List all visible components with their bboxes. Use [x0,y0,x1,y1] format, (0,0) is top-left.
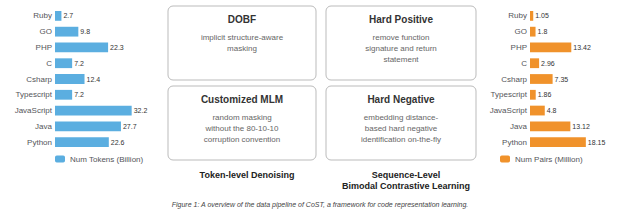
svg-text:JavaScript: JavaScript [15,106,53,115]
svg-text:7.2: 7.2 [74,91,84,98]
svg-text:JavaScript: JavaScript [490,106,528,115]
svg-text:embedding distance-: embedding distance- [364,113,439,122]
svg-text:32.2: 32.2 [134,107,148,114]
svg-text:Python: Python [502,138,527,147]
svg-text:masking: masking [227,44,257,53]
svg-text:corruption convention: corruption convention [204,135,281,144]
svg-text:random masking: random masking [212,113,271,122]
svg-text:2.7: 2.7 [63,12,73,19]
svg-text:statement: statement [383,55,419,64]
svg-text:based hard negative: based hard negative [365,124,438,133]
svg-text:PHP: PHP [36,43,52,52]
svg-text:9.8: 9.8 [80,28,90,35]
svg-text:identification on-the-fly: identification on-the-fly [361,135,441,144]
svg-text:Num Tokens (Billion): Num Tokens (Billion) [70,155,144,164]
svg-text:C: C [521,59,527,68]
svg-text:Token-level Denoising: Token-level Denoising [200,170,295,180]
svg-text:Python: Python [27,138,52,147]
svg-text:Hard Positive: Hard Positive [369,14,433,25]
svg-text:PHP: PHP [511,43,527,52]
svg-text:7.35: 7.35 [555,76,569,83]
svg-text:Hard Negative: Hard Negative [367,94,435,105]
svg-text:Customized MLM: Customized MLM [201,94,283,105]
svg-text:Java: Java [510,122,527,131]
svg-text:18.15: 18.15 [588,139,606,146]
svg-text:13.42: 13.42 [573,44,591,51]
svg-text:Java: Java [35,122,52,131]
svg-text:Typescript: Typescript [16,90,53,99]
svg-text:remove function: remove function [373,33,430,42]
svg-text:1.86: 1.86 [538,91,552,98]
svg-text:GO: GO [40,27,52,36]
svg-text:Num Pairs (Million): Num Pairs (Million) [515,155,583,164]
svg-text:13.12: 13.12 [572,123,590,130]
svg-text:27.7: 27.7 [123,123,137,130]
svg-text:2.96: 2.96 [541,60,555,67]
svg-text:Typescript: Typescript [491,90,528,99]
svg-text:1.05: 1.05 [535,12,549,19]
svg-text:12.4: 12.4 [87,76,101,83]
svg-text:4.8: 4.8 [547,107,557,114]
svg-text:Ruby: Ruby [508,11,527,20]
svg-text:22.6: 22.6 [111,139,125,146]
svg-text:GO: GO [515,27,527,36]
svg-text:without the 80-10-10: without the 80-10-10 [205,124,279,133]
svg-text:Bimodal Contrastive Learning: Bimodal Contrastive Learning [342,181,470,191]
svg-text:Sequence-Level: Sequence-Level [372,170,441,180]
svg-text:1.8: 1.8 [538,28,548,35]
svg-text:Csharp: Csharp [26,75,52,84]
svg-text:Figure 1: A overview of the da: Figure 1: A overview of the data pipelin… [172,201,469,209]
svg-text:signature and return: signature and return [365,44,437,53]
svg-text:Csharp: Csharp [501,75,527,84]
svg-text:implicit structure-aware: implicit structure-aware [201,33,284,42]
svg-text:7.2: 7.2 [74,60,84,67]
svg-text:DOBF: DOBF [228,14,256,25]
svg-text:Ruby: Ruby [33,11,52,20]
svg-text:22.3: 22.3 [110,44,124,51]
svg-text:C: C [46,59,52,68]
